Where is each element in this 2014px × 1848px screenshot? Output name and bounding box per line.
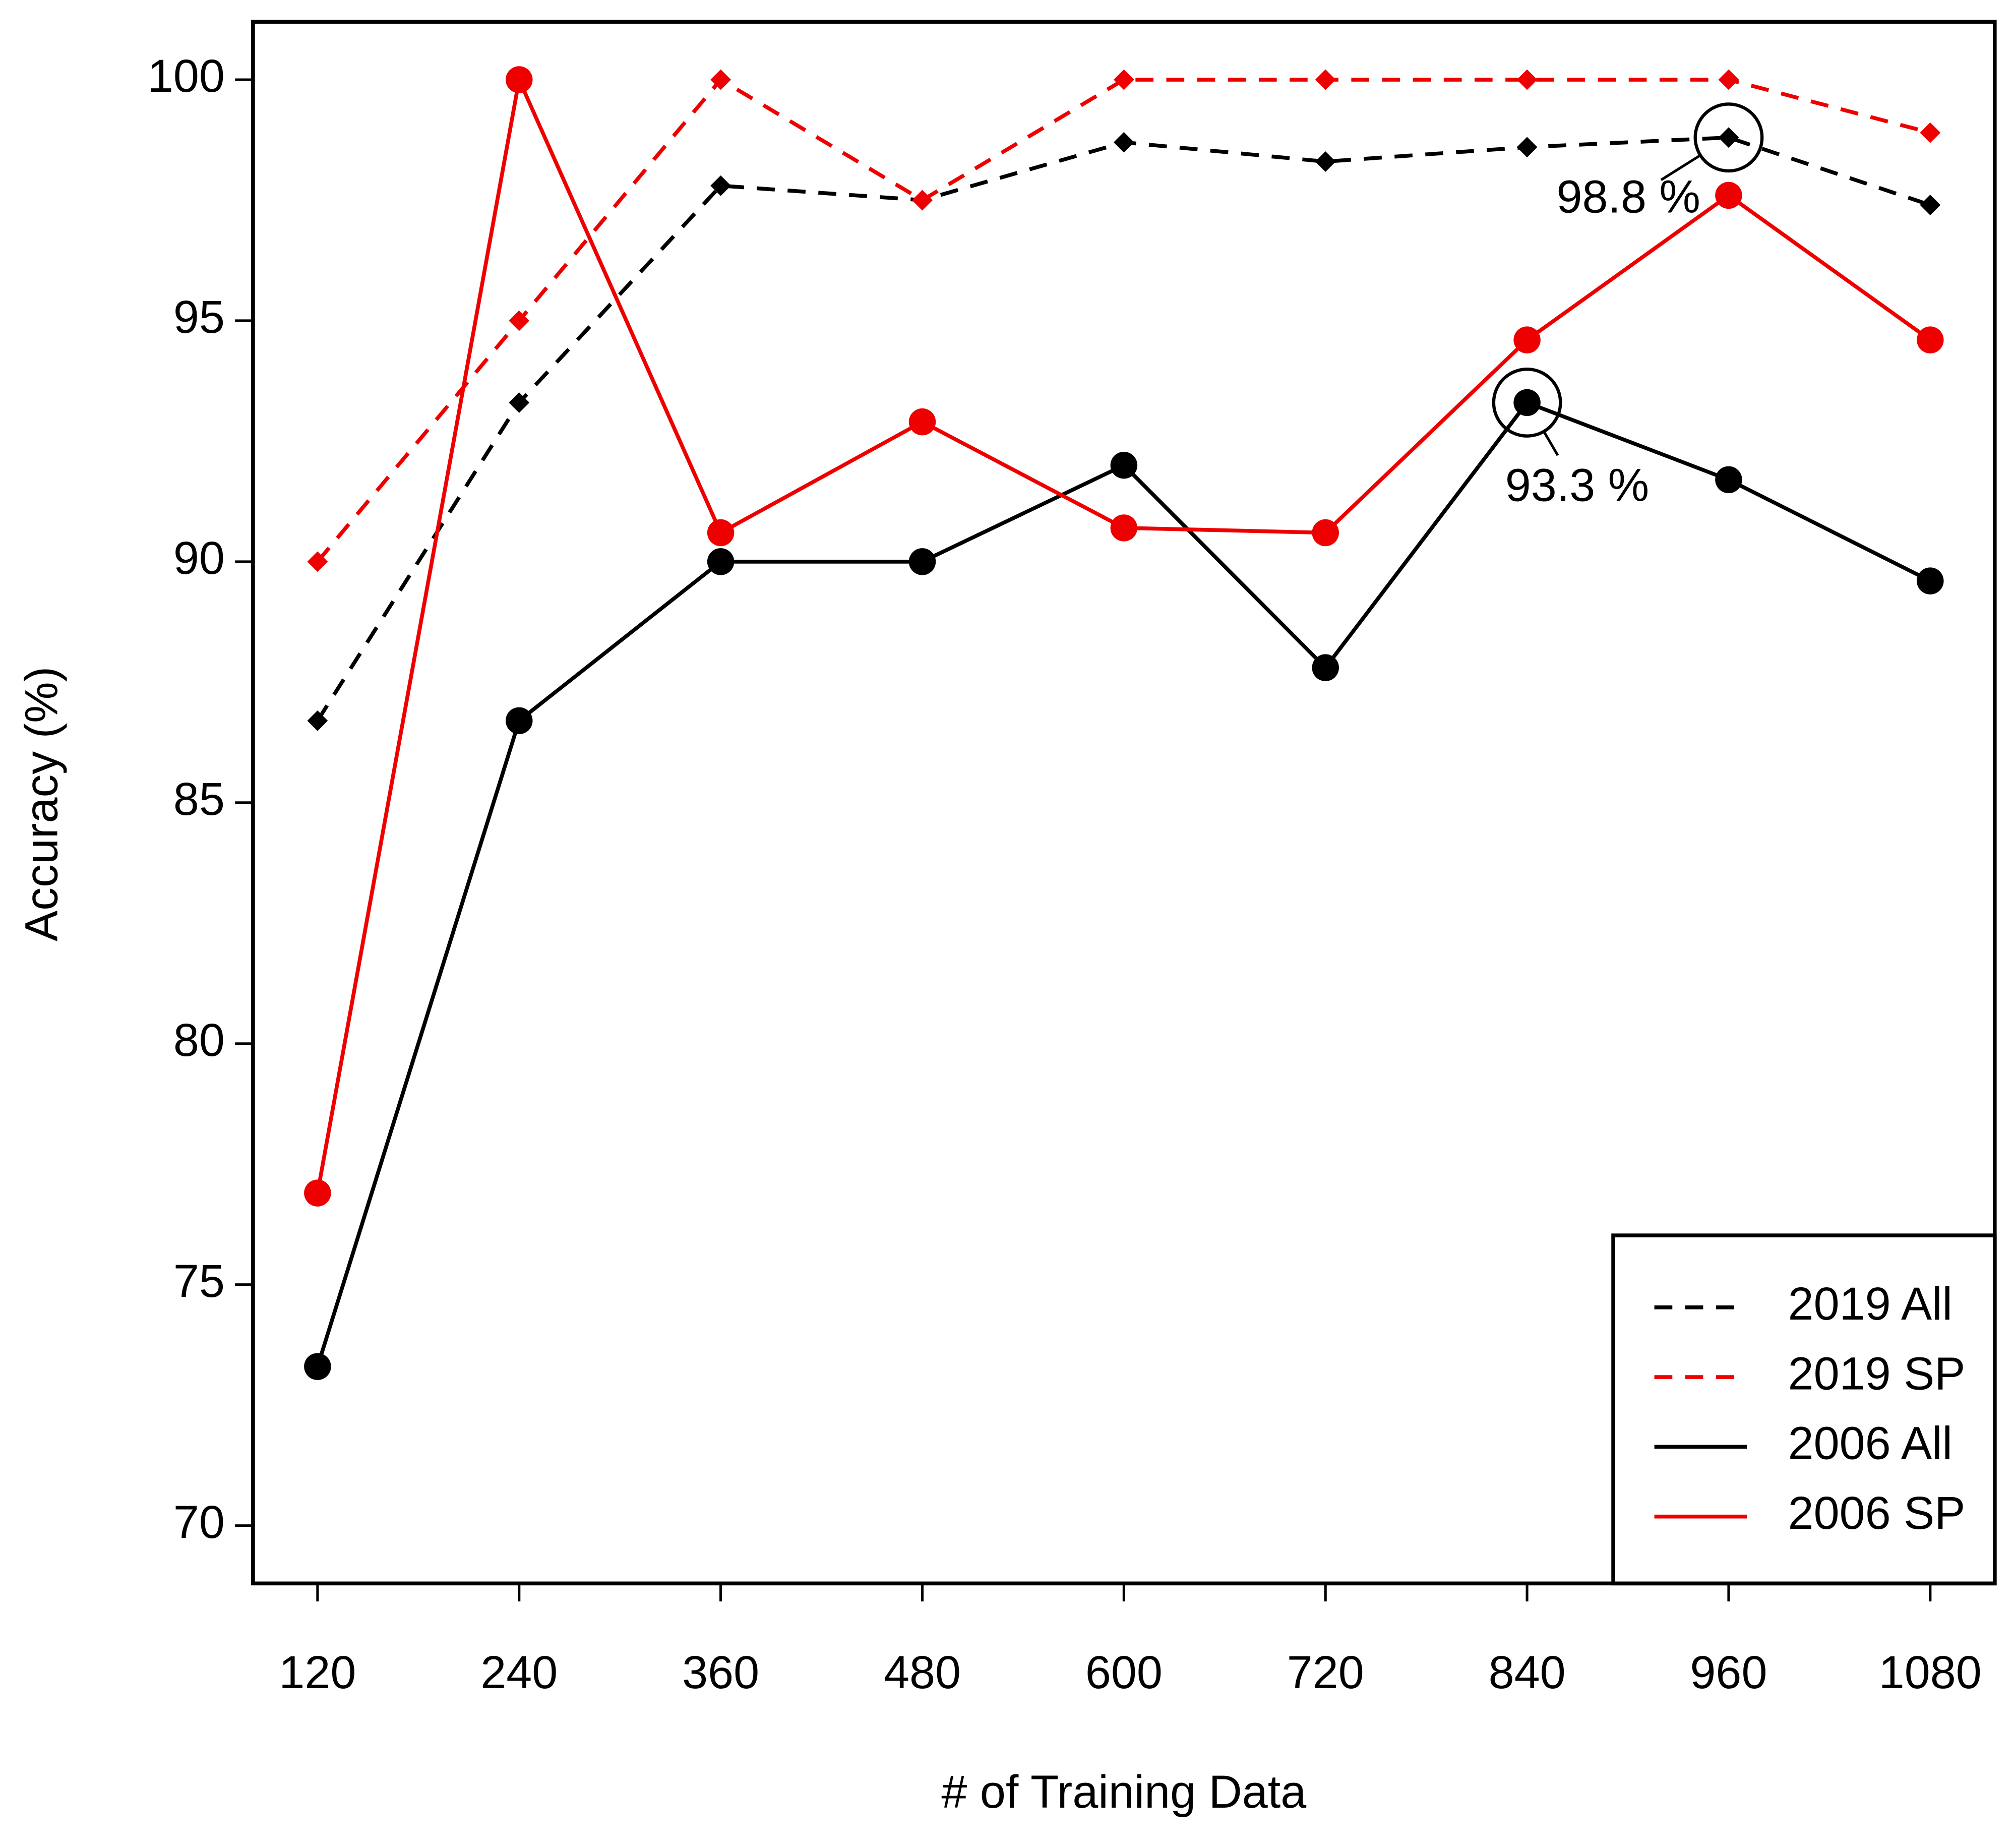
y-axis-title: Accuracy (%) bbox=[16, 667, 67, 941]
point bbox=[1513, 389, 1541, 416]
point bbox=[1315, 69, 1336, 90]
point bbox=[304, 1179, 331, 1207]
x-tick-label: 840 bbox=[1489, 1647, 1566, 1698]
y-tick-label: 85 bbox=[173, 773, 225, 825]
legend-box bbox=[1611, 1233, 1997, 1586]
annotation-circle bbox=[1492, 368, 1562, 438]
x-tick-label: 1080 bbox=[1879, 1647, 1982, 1698]
legend-label: 2006 All bbox=[1788, 1418, 1952, 1469]
annotation-leader bbox=[1543, 431, 1559, 456]
point bbox=[1920, 195, 1941, 215]
point bbox=[1110, 514, 1138, 542]
point bbox=[1917, 567, 1944, 594]
plot-frame bbox=[251, 20, 1997, 1586]
annotation-label: 98.8 % bbox=[1556, 171, 1700, 223]
point bbox=[1312, 519, 1339, 547]
x-tick-label: 960 bbox=[1690, 1647, 1767, 1698]
x-tick-label: 240 bbox=[480, 1647, 558, 1698]
x-tick-label: 120 bbox=[279, 1647, 356, 1698]
point bbox=[307, 551, 328, 572]
y-tick-label: 75 bbox=[173, 1256, 225, 1307]
x-tick-label: 360 bbox=[682, 1647, 759, 1698]
point bbox=[304, 1353, 331, 1380]
point bbox=[505, 707, 533, 735]
point bbox=[908, 548, 936, 575]
point bbox=[1312, 654, 1339, 681]
point bbox=[908, 408, 936, 436]
annotation-leader bbox=[1660, 154, 1701, 182]
point bbox=[307, 710, 328, 731]
point bbox=[505, 66, 533, 93]
point bbox=[707, 519, 735, 547]
point bbox=[1917, 326, 1944, 353]
point bbox=[1110, 451, 1138, 479]
point bbox=[1718, 69, 1739, 90]
point bbox=[1715, 182, 1742, 209]
point bbox=[509, 310, 530, 331]
legend-label: 2019 All bbox=[1788, 1278, 1952, 1330]
point bbox=[707, 548, 735, 575]
legend-label: 2006 SP bbox=[1788, 1487, 1966, 1539]
y-tick-label: 90 bbox=[173, 532, 225, 584]
annotation-label: 93.3 % bbox=[1505, 459, 1650, 511]
legend-label: 2019 SP bbox=[1788, 1348, 1966, 1399]
point bbox=[1113, 69, 1134, 90]
x-tick-label: 480 bbox=[884, 1647, 961, 1698]
x-axis-title: # of Training Data bbox=[941, 1766, 1306, 1818]
x-tick-label: 600 bbox=[1085, 1647, 1163, 1698]
y-tick-label: 100 bbox=[148, 50, 225, 102]
point bbox=[1715, 466, 1742, 494]
y-tick-label: 70 bbox=[173, 1497, 225, 1548]
point bbox=[1516, 69, 1538, 90]
series-line bbox=[316, 77, 1931, 563]
point bbox=[1513, 326, 1541, 353]
point bbox=[1113, 132, 1134, 153]
y-tick-label: 95 bbox=[173, 291, 225, 343]
point bbox=[509, 392, 530, 413]
point bbox=[1315, 151, 1336, 172]
y-tick-label: 80 bbox=[173, 1015, 225, 1066]
point bbox=[710, 175, 731, 196]
annotation-circle bbox=[1693, 102, 1764, 173]
x-tick-label: 720 bbox=[1287, 1647, 1364, 1698]
point bbox=[710, 69, 731, 90]
